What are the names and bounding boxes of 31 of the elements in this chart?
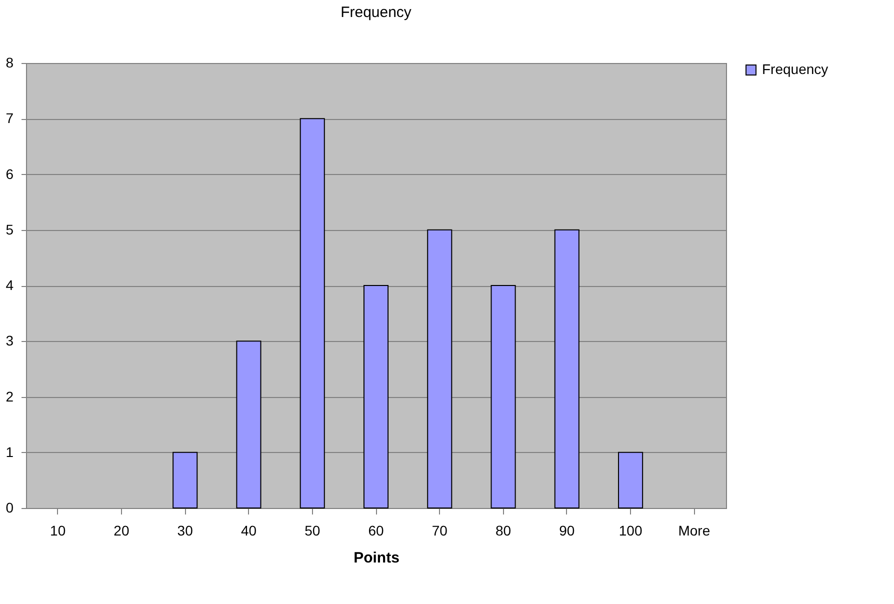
bar bbox=[363, 285, 389, 508]
y-tick-label: 6 bbox=[6, 166, 14, 182]
bar bbox=[236, 340, 262, 508]
legend-label: Frequency bbox=[762, 61, 828, 77]
bar bbox=[172, 452, 198, 508]
bar bbox=[554, 229, 580, 508]
x-tick-label: 40 bbox=[240, 522, 257, 538]
x-tick-label: 30 bbox=[177, 522, 194, 538]
x-tick-label: 90 bbox=[559, 522, 575, 538]
y-tick-label: 3 bbox=[6, 332, 14, 349]
x-tick-label: More bbox=[678, 522, 710, 538]
bar bbox=[490, 285, 516, 508]
x-tick-label: 80 bbox=[495, 522, 512, 538]
x-tick-label: 50 bbox=[304, 522, 320, 538]
y-tick-label: 7 bbox=[6, 110, 14, 126]
x-tick-label: 70 bbox=[432, 522, 448, 538]
y-tick-label: 1 bbox=[6, 444, 14, 460]
y-tick-label: 0 bbox=[6, 500, 14, 516]
chart-title: Frequency bbox=[340, 4, 412, 21]
x-tick-label: 60 bbox=[368, 522, 384, 538]
y-tick-label: 8 bbox=[6, 54, 14, 70]
x-tick-label: 100 bbox=[618, 522, 642, 538]
x-tick-label: 10 bbox=[50, 522, 66, 538]
y-tick-label: 5 bbox=[6, 221, 14, 238]
x-axis-title: Points bbox=[354, 550, 400, 566]
y-tick-label: 4 bbox=[6, 277, 14, 293]
bar bbox=[300, 118, 325, 508]
x-tick-label: 20 bbox=[114, 522, 130, 538]
bar bbox=[618, 452, 644, 508]
y-tick-label: 2 bbox=[6, 388, 14, 404]
bar bbox=[427, 229, 452, 508]
